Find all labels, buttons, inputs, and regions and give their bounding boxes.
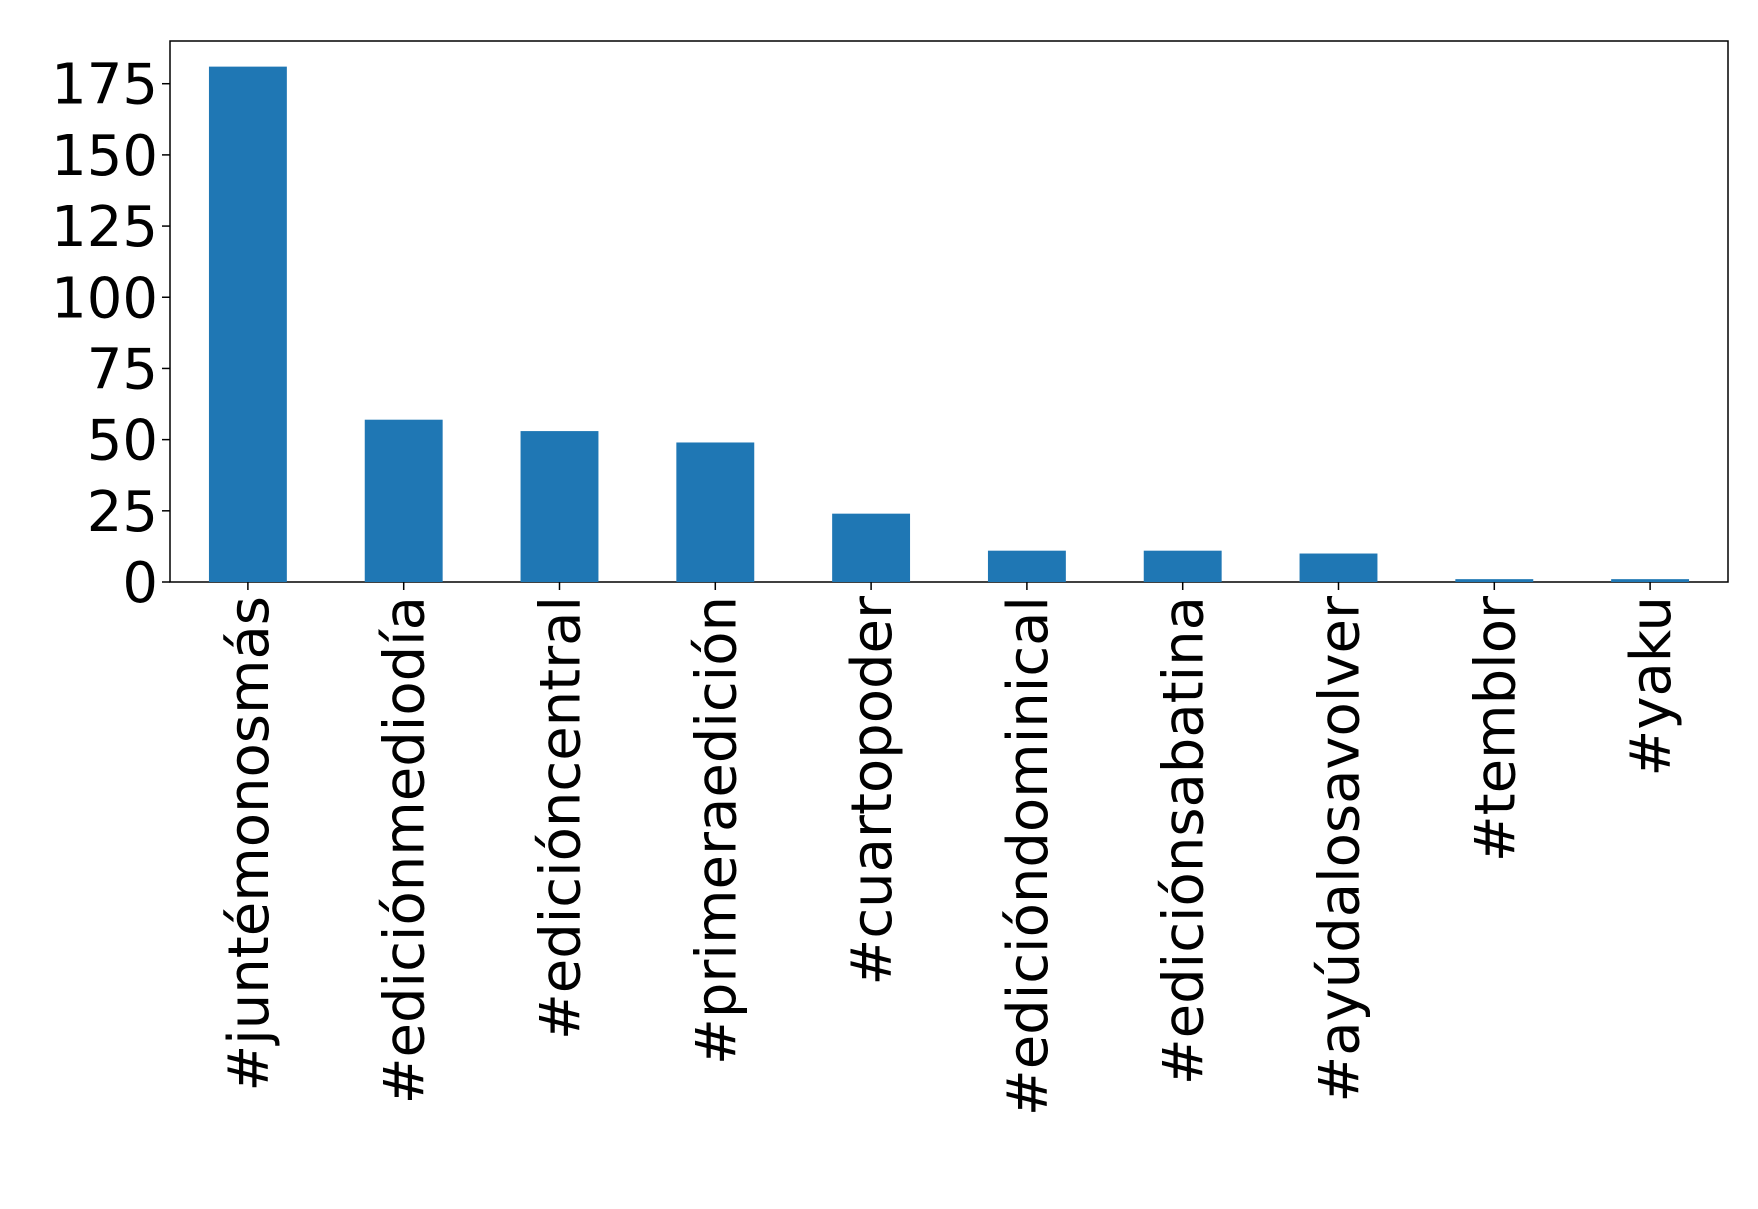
- x-tick-label: #ediciónmediodía: [373, 596, 438, 1104]
- y-tick-label: 100: [51, 266, 158, 331]
- bar: [1455, 579, 1534, 582]
- x-tick-label: #ediciónsabatina: [1152, 596, 1217, 1085]
- bar: [208, 66, 287, 582]
- bar: [1611, 579, 1690, 582]
- x-tick-label: #edicióndominical: [996, 596, 1061, 1116]
- bar: [676, 442, 755, 582]
- x-tick-label: #cuartopoder: [840, 595, 905, 986]
- bar: [364, 419, 443, 582]
- plot-frame: [169, 40, 1729, 583]
- y-tick-label: 0: [122, 551, 158, 616]
- bar: [520, 431, 599, 582]
- y-tick-label: 50: [87, 409, 158, 474]
- x-tick-label: #primeraedición: [684, 596, 749, 1065]
- x-tick-label: #juntémonosmás: [217, 596, 282, 1092]
- bar: [832, 513, 911, 582]
- y-tick-label: 125: [51, 195, 158, 260]
- x-tick-label: #edicióncentral: [529, 596, 594, 1040]
- bar: [987, 550, 1066, 582]
- x-tick-label: #yaku: [1619, 596, 1684, 777]
- y-tick-label: 75: [87, 337, 158, 402]
- bar: [1143, 550, 1222, 582]
- bar: [1299, 553, 1378, 582]
- y-tick-label: 150: [51, 124, 158, 189]
- x-tick-label: #temblor: [1463, 595, 1528, 862]
- x-tick-label: #ayúdalosavolver: [1308, 595, 1373, 1103]
- y-tick-label: 175: [51, 53, 158, 118]
- y-tick-label: 25: [87, 480, 158, 545]
